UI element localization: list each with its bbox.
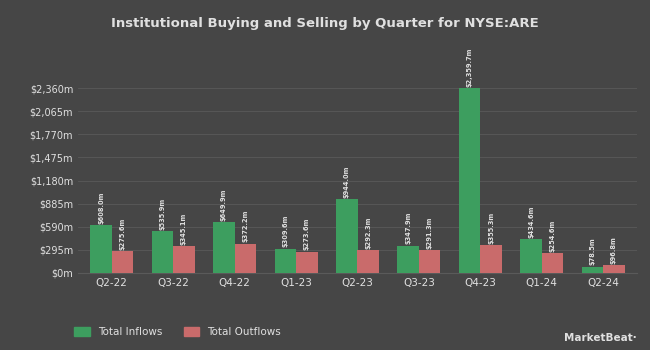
- Text: $96.8m: $96.8m: [611, 236, 617, 264]
- Text: $345.1m: $345.1m: [181, 212, 187, 245]
- Bar: [520, 239, 542, 273]
- Text: $275.6m: $275.6m: [120, 218, 125, 250]
- Bar: [90, 225, 112, 273]
- Bar: [542, 253, 564, 273]
- Bar: [296, 252, 318, 273]
- Bar: [235, 244, 256, 273]
- Bar: [173, 246, 195, 273]
- Bar: [419, 250, 441, 273]
- Text: Institutional Buying and Selling by Quarter for NYSE:ARE: Institutional Buying and Selling by Quar…: [111, 18, 539, 30]
- Bar: [151, 231, 173, 273]
- Text: $372.2m: $372.2m: [242, 210, 248, 243]
- Bar: [397, 246, 419, 273]
- Text: $309.6m: $309.6m: [282, 215, 289, 247]
- Text: $2,359.7m: $2,359.7m: [467, 47, 473, 87]
- Text: $291.3m: $291.3m: [426, 216, 433, 249]
- Text: $347.9m: $347.9m: [405, 212, 411, 244]
- Bar: [274, 249, 296, 273]
- Text: $434.6m: $434.6m: [528, 205, 534, 238]
- Text: $608.0m: $608.0m: [98, 191, 104, 224]
- Bar: [213, 222, 235, 273]
- Text: $355.3m: $355.3m: [488, 211, 494, 244]
- Text: $254.6m: $254.6m: [549, 219, 556, 252]
- Text: $292.3m: $292.3m: [365, 216, 371, 249]
- Bar: [480, 245, 502, 273]
- Bar: [112, 251, 133, 273]
- Text: MarketBeat·: MarketBeat·: [564, 333, 637, 343]
- Text: $78.5m: $78.5m: [590, 238, 595, 265]
- Text: $535.9m: $535.9m: [159, 197, 166, 230]
- Text: $944.0m: $944.0m: [344, 165, 350, 198]
- Bar: [358, 250, 379, 273]
- Bar: [603, 265, 625, 273]
- Bar: [582, 267, 603, 273]
- Bar: [459, 88, 480, 273]
- Text: $273.6m: $273.6m: [304, 218, 310, 250]
- Bar: [336, 199, 358, 273]
- Text: $649.9m: $649.9m: [221, 188, 227, 220]
- Legend: Total Inflows, Total Outflows: Total Inflows, Total Outflows: [70, 323, 285, 341]
